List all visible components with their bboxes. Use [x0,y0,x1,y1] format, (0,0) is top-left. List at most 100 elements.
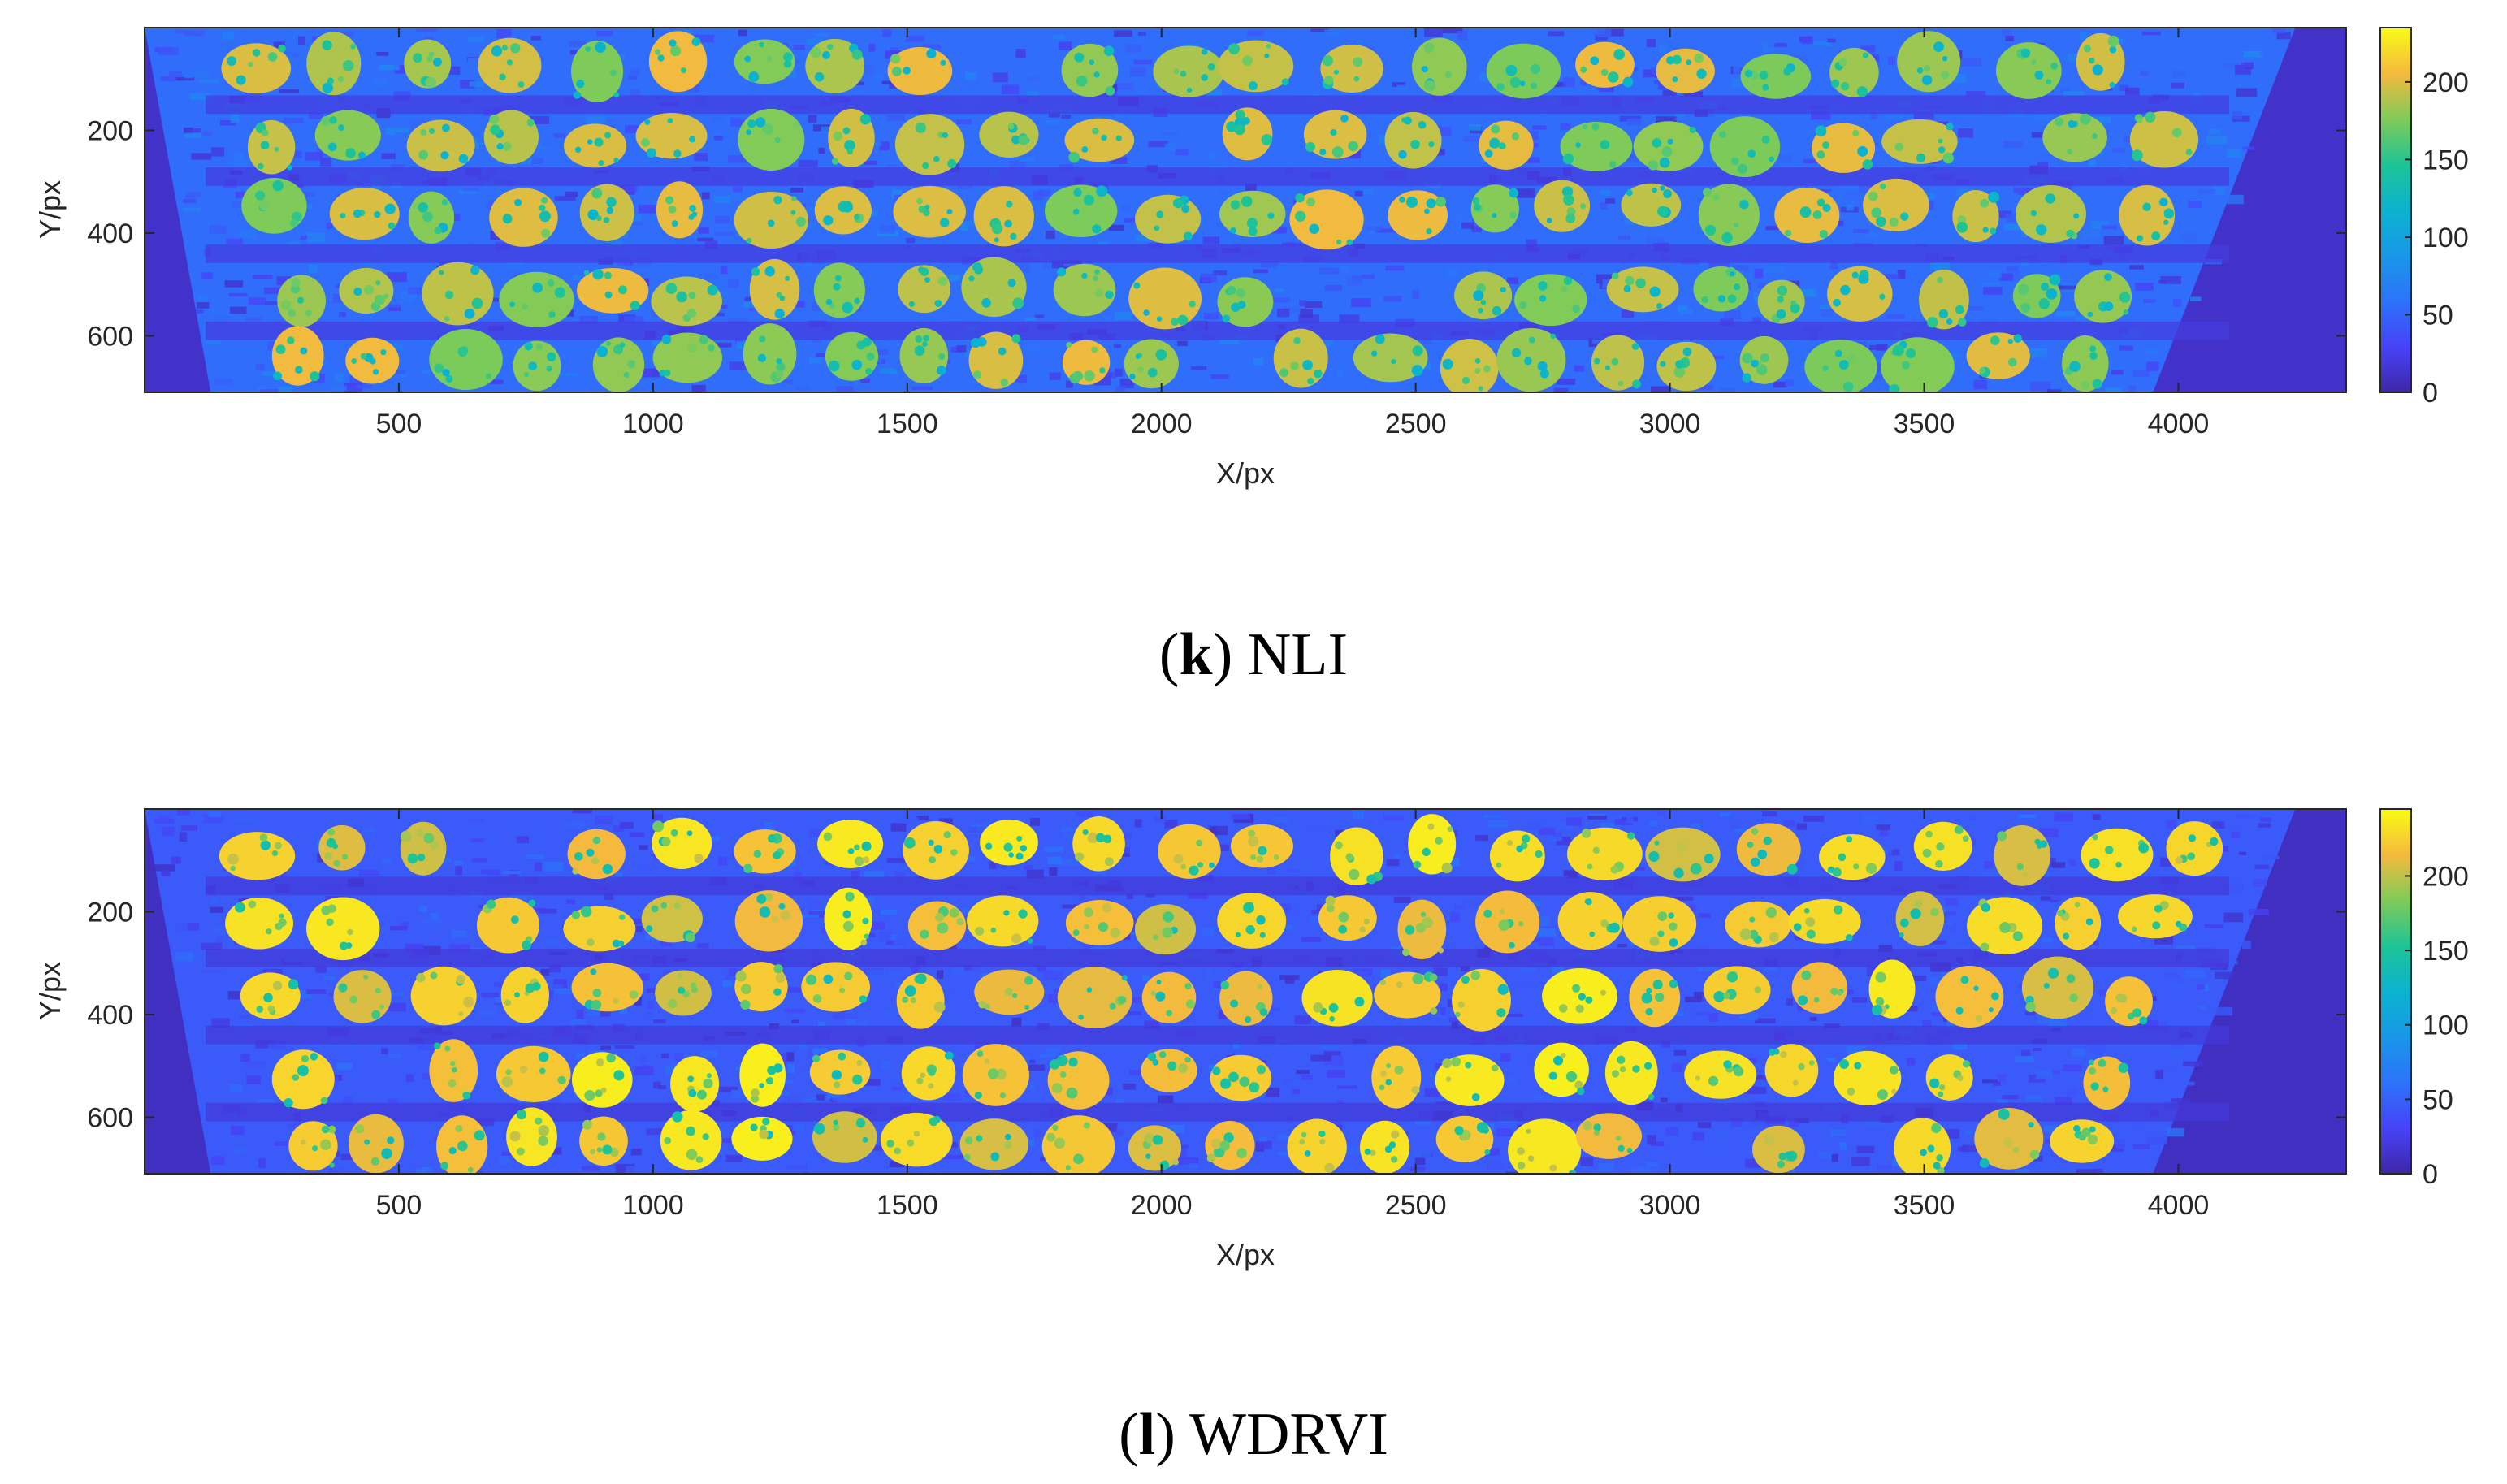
canopy-speckle [1207,63,1215,71]
field-texture-cell [453,860,463,865]
field-texture-cell [827,1090,840,1099]
field-texture-cell [2137,1019,2158,1028]
canopy-speckle [2025,995,2034,1005]
canopy-speckle [939,218,950,227]
field-texture-cell [1754,268,1764,279]
field-texture-cell [1483,814,1501,819]
field-texture-cell [1697,966,1719,971]
canopy-speckle [823,832,833,842]
field-texture-cell [364,263,374,268]
canopy-speckle [2040,282,2050,292]
field-texture-cell [1015,49,1026,58]
canopy-speckle [750,1123,758,1131]
canopy-speckle [1877,1089,1888,1100]
field-texture-cell [1587,816,1607,820]
field-texture-cell [1621,309,1635,318]
canopy-speckle [1273,854,1279,860]
field-texture-cell [2001,29,2012,37]
field-texture-cell [1396,84,1408,90]
canopy-speckle [772,915,779,923]
field-texture-cell [2119,84,2129,92]
canopy-speckle [1402,948,1410,957]
field-texture-cell [1282,242,1302,246]
canopy-speckle [922,162,929,170]
plant-canopy [635,112,708,159]
canopy-speckle [1235,932,1241,937]
field-texture-cell [582,1166,600,1171]
field-texture-cell [2259,855,2280,860]
plant-canopy [739,1043,786,1107]
canopy-speckle [546,365,552,372]
field-texture-cell [279,386,293,392]
field-texture-cell [1574,365,1585,372]
field-texture-cell [179,832,187,842]
field-texture-cell [1515,188,1535,198]
field-texture-cell [879,368,896,374]
field-texture-cell [701,192,710,200]
field-texture-cell [214,379,233,386]
canopy-speckle [1435,837,1443,845]
canopy-speckle [940,59,946,66]
colorbar-nli [2379,27,2412,393]
canopy-speckle [230,865,236,872]
canopy-speckle [2110,1006,2118,1015]
plant-canopy [305,897,380,961]
field-texture-cell [653,1019,666,1023]
canopy-speckle [538,1136,548,1146]
field-texture-cell [1678,305,1688,312]
field-texture-cell [227,991,248,1000]
canopy-speckle [1228,43,1240,55]
canopy-speckle [1838,853,1847,862]
x-tick-label: 1000 [622,409,684,439]
field-texture-cell [1132,1118,1143,1128]
canopy-speckle [2109,81,2115,89]
canopy-speckle [339,941,349,950]
canopy-speckle [2210,837,2219,846]
field-texture-cell [1829,261,1838,270]
field-texture-cell [1323,340,1334,348]
field-texture-cell [2059,88,2070,93]
canopy-speckle [1173,854,1184,864]
field-texture-cell [1414,1157,1426,1166]
field-texture-cell [1154,816,1166,823]
field-texture-cell [1267,868,1275,875]
field-texture-cell [188,192,202,197]
plant-canopy [579,184,634,241]
canopy-speckle [1426,198,1436,209]
canopy-speckle [1891,1088,1897,1095]
canopy-speckle [1747,149,1756,158]
field-texture-cell [816,32,829,37]
canopy-speckle [1087,833,1098,843]
canopy-speckle [943,831,951,839]
field-texture-cell [202,131,213,136]
field-texture-cell [540,968,550,976]
field-texture-cell [1745,1158,1765,1168]
canopy-speckle [1631,343,1639,350]
canopy-speckle [272,180,284,192]
field-texture-cell [2133,1120,2143,1127]
canopy-speckle [1024,1004,1030,1010]
canopy-speckle [937,276,947,286]
canopy-speckle [1875,997,1885,1006]
field-texture-cell [977,389,989,392]
canopy-speckle [1075,852,1085,862]
canopy-speckle [1385,1079,1392,1086]
canopy-speckle [426,55,433,63]
field-texture-cell [236,817,253,822]
field-texture-cell [786,1052,795,1062]
canopy-speckle [691,37,701,46]
plant-canopy [496,1045,571,1102]
field-texture-cell [1461,899,1478,906]
field-texture-cell [1665,1127,1678,1136]
field-texture-cell [1904,1006,1918,1012]
field-texture-cell [1930,262,1951,270]
canopy-speckle [338,983,348,993]
field-texture-cell [697,237,714,242]
field-texture-cell [1692,1131,1704,1141]
canopy-speckle [590,1149,595,1155]
field-texture-cell [2092,814,2101,820]
field-texture-cell [1164,820,1178,829]
canopy-speckle [1261,134,1273,145]
field-texture-cell [230,306,247,314]
field-texture-cell [1880,274,1900,280]
